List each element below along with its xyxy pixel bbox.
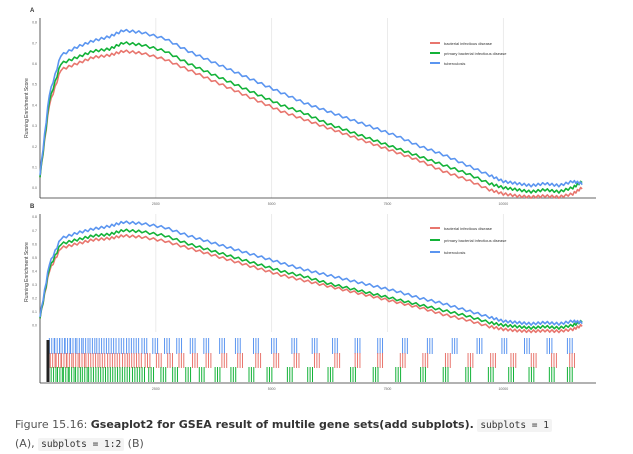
- panel-b-x-tick-1: 5000: [268, 387, 276, 391]
- panel-a-y-tick-1: 0.1: [32, 165, 37, 169]
- panel-a-x-tick-1: 5000: [268, 202, 276, 206]
- panel-b-x-tick-0: 2500: [152, 387, 160, 391]
- panel-b-series-primary-bacterial-infectious-disease: [39, 228, 583, 330]
- panel-a-series-primary-bacterial-infectious-disease: [39, 41, 583, 194]
- panel-b-y-tick-2: 0.2: [32, 297, 37, 301]
- legend-label-b-0: bacterial infectious disease: [444, 226, 493, 231]
- panel-a-legend: bacterial infectious disease primary bac…: [430, 41, 507, 66]
- panel-b-y-tick-8: 0.8: [32, 215, 37, 219]
- caption-text-b: (B): [124, 437, 144, 450]
- panel-a-y-tick-3: 0.3: [32, 124, 37, 128]
- panel-a-x-tick-2: 7500: [384, 202, 392, 206]
- panel-a-y-tick-8: 0.8: [32, 21, 37, 25]
- legend-label-b-2: tuberculosis: [444, 250, 465, 255]
- panel-a: A Running Enrichment Score 2500 5000 7500 1…: [24, 8, 596, 206]
- panel-b-hit-track: [46, 338, 575, 382]
- panel-a-label: A: [30, 8, 35, 14]
- caption-title: Gseaplot2 for GSEA result of multile gen…: [90, 418, 474, 431]
- legend-label-a-2: tuberculosis: [444, 61, 465, 66]
- caption-code-subplots-1: subplots = 1: [477, 419, 552, 432]
- caption-code-subplots-1-2: subplots = 1:2: [38, 438, 125, 451]
- panel-a-ylabel: Running Enrichment Score: [24, 78, 30, 138]
- panel-b-label: B: [30, 204, 35, 210]
- panel-a-y-tick-0: 0.0: [32, 186, 37, 190]
- panel-a-y-tick-6: 0.6: [32, 62, 37, 66]
- panel-a-y-tick-5: 0.5: [32, 83, 37, 87]
- panel-a-x-tick-3: 10000: [498, 202, 508, 206]
- caption-figure-label: Figure 15.16:: [15, 418, 91, 431]
- panel-b-x-tick-3: 10000: [498, 387, 508, 391]
- legend-label-b-1: primary bacterial infectious disease: [444, 238, 507, 243]
- panel-b-plot: 2500 5000 7500 10000 0.0 0.1 0.2 0.3 0.4 0.5 0.6 0.…: [32, 214, 596, 391]
- panel-b-legend: bacterial infectious disease primary bac…: [430, 226, 507, 255]
- panel-b-y-tick-7: 0.7: [32, 229, 37, 233]
- panel-a-y-tick-7: 0.7: [32, 41, 37, 45]
- panel-a-series-bacterial-infectious-disease: [39, 49, 583, 199]
- panel-a-series-tuberculosis: [39, 28, 583, 188]
- legend-label-a-1: primary bacterial infectious disease: [444, 51, 507, 56]
- panel-a-y-tick-2: 0.2: [32, 145, 37, 149]
- panel-b-y-tick-1: 0.1: [32, 310, 37, 314]
- panel-b: B Running Enrichment Score 2500 5000 7500 1…: [24, 204, 596, 391]
- panel-b-ylabel: Running Enrichment Score: [24, 242, 30, 302]
- panel-b-y-tick-5: 0.5: [32, 256, 37, 260]
- panel-b-y-tick-6: 0.6: [32, 242, 37, 246]
- legend-label-a-0: bacterial infectious disease: [444, 41, 493, 46]
- panel-a-x-tick-0: 2500: [152, 202, 160, 206]
- caption-text-a: (A),: [15, 437, 39, 450]
- panel-b-y-tick-0: 0.0: [32, 324, 37, 328]
- panel-b-series-tuberculosis: [39, 220, 583, 326]
- panel-b-x-tick-2: 7500: [384, 387, 392, 391]
- panel-a-plot: 2500 5000 7500 10000 0.0 0.1 0.2 0.3 0.4 0.5 0.6 0.…: [32, 18, 596, 206]
- panel-b-y-tick-3: 0.3: [32, 283, 37, 287]
- gsea-figure: A Running Enrichment Score 2500 5000 7500 1…: [24, 8, 596, 391]
- panel-a-y-tick-4: 0.4: [32, 103, 37, 107]
- panel-b-series-bacterial-infectious-disease: [39, 233, 583, 334]
- figure-caption: Figure 15.16: Gseaplot2 for GSEA result …: [15, 416, 615, 454]
- panel-b-y-tick-4: 0.4: [32, 269, 37, 273]
